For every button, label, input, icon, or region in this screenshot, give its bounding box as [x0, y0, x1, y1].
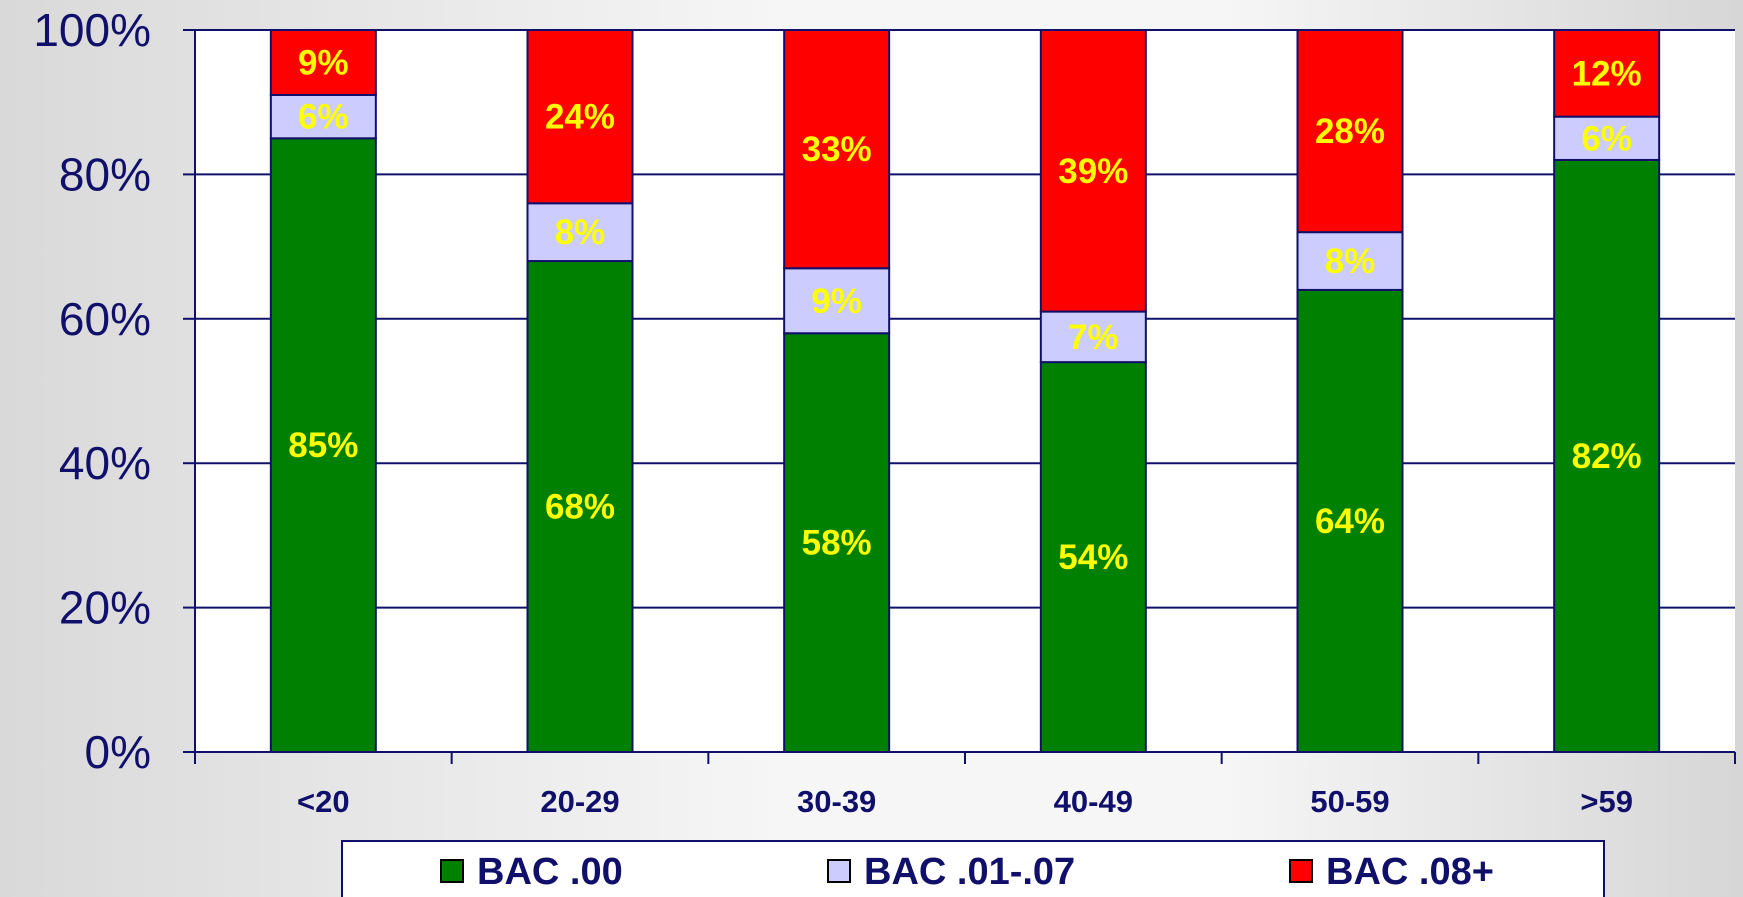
bar-segment [269, 137, 377, 754]
y-tick-label: 100% [33, 4, 151, 56]
bar-segment [783, 29, 891, 270]
legend-label: BAC .00 [477, 851, 623, 893]
legend-label: BAC .01-.07 [864, 851, 1075, 893]
legend: BAC .00 BAC .01-.07 BAC .08+ [341, 840, 1605, 897]
data-label: 54% [1058, 538, 1128, 577]
data-label: 24% [545, 98, 615, 137]
plot-area [195, 30, 1735, 752]
x-tick-label: <20 [297, 784, 350, 819]
y-tick-label: 60% [59, 293, 151, 345]
y-tick-label: 20% [59, 582, 151, 634]
legend-label: BAC .08+ [1326, 851, 1494, 893]
y-tick-label: 40% [59, 437, 151, 489]
data-label: 33% [802, 130, 872, 169]
bar-segment [526, 29, 634, 205]
data-label: 8% [1325, 242, 1376, 281]
bar-segment [1039, 29, 1147, 313]
x-tick-label: >59 [1580, 784, 1633, 819]
bar-segment [1296, 29, 1404, 234]
data-label: 6% [1581, 119, 1632, 158]
x-tick-label: 20-29 [540, 784, 619, 819]
bar-segment [1296, 288, 1404, 753]
x-tick-label: 30-39 [797, 784, 876, 819]
gridlines [195, 29, 1735, 609]
data-label: 58% [802, 524, 872, 563]
data-label: 8% [555, 213, 606, 252]
bar-segment [526, 202, 634, 263]
bar-segment [1039, 310, 1147, 364]
x-tick-label: 40-49 [1054, 784, 1133, 819]
bar-segment [1553, 29, 1661, 118]
bar-segment [526, 260, 634, 753]
data-label: 82% [1572, 437, 1642, 476]
legend-swatch [1289, 859, 1313, 883]
data-label: 28% [1315, 112, 1385, 151]
data-label: 9% [298, 43, 349, 82]
data-label: 68% [545, 488, 615, 527]
data-label: 6% [298, 98, 349, 137]
data-label: 85% [288, 426, 358, 465]
legend-box [341, 840, 1605, 897]
bar-segment [783, 332, 891, 753]
legend-swatch [827, 859, 851, 883]
bar-segment [1296, 231, 1404, 291]
data-label: 7% [1068, 318, 1119, 357]
bar-segment [1553, 115, 1661, 161]
bar-segment [269, 93, 377, 140]
data-label: 12% [1572, 54, 1642, 93]
data-label: 64% [1315, 502, 1385, 541]
x-tick-label: 50-59 [1310, 784, 1389, 819]
data-label: 9% [811, 282, 862, 321]
y-tick-label: 80% [59, 148, 151, 200]
legend-swatch [440, 859, 464, 883]
bar-segment [1039, 361, 1147, 753]
axes: 0% 20% 40% 60% 80% 100% <20 20-29 30-39 40-49 50-5… [33, 4, 1736, 819]
bar-segment [269, 29, 377, 96]
y-tick-label: 0% [85, 726, 151, 778]
data-label: 39% [1058, 152, 1128, 191]
